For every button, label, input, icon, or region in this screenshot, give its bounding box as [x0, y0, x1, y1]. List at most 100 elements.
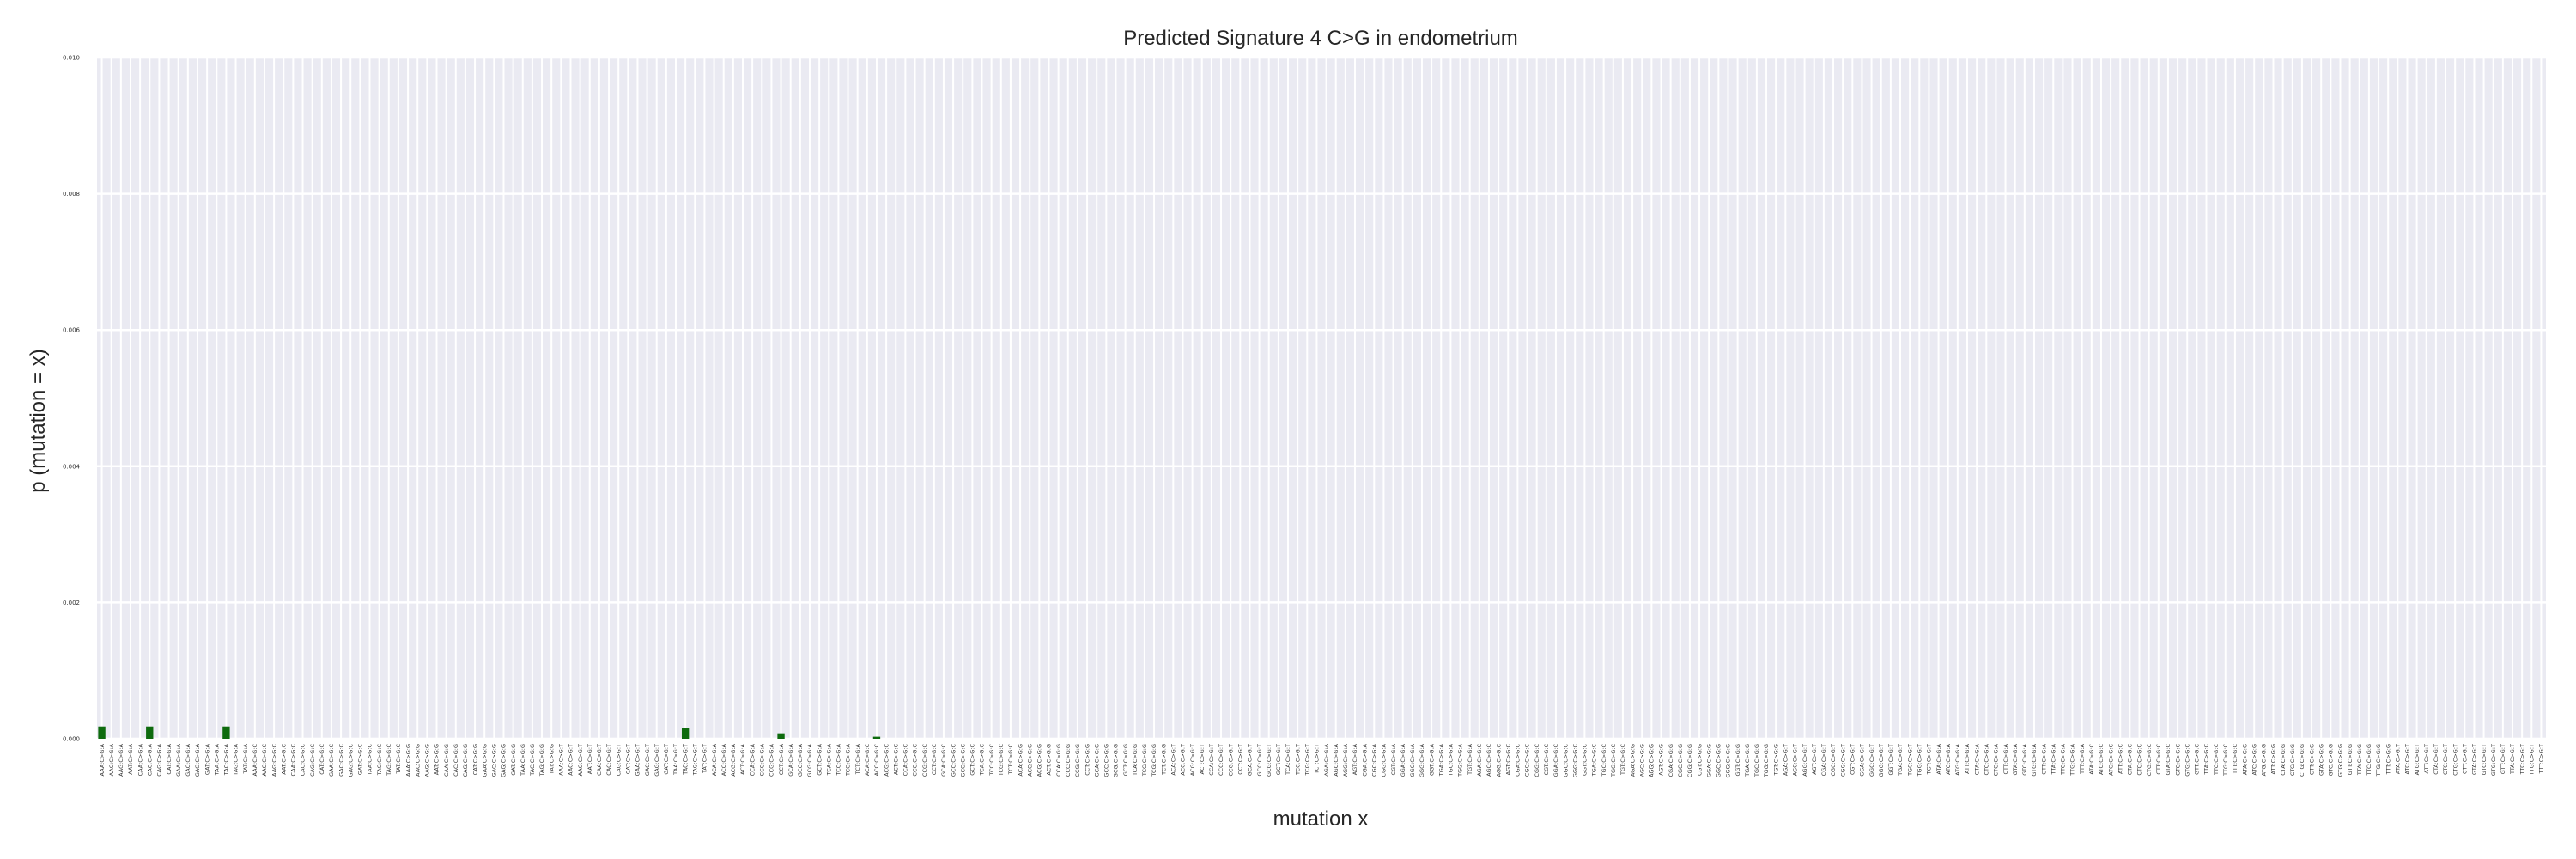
x-tick-label: CGA:C>G:A: [1361, 743, 1368, 776]
x-tick-label: ATT:C>G:A: [1964, 743, 1971, 773]
x-tick-label: TCT:C>G:A: [854, 743, 861, 775]
x-tick-label: CCA:C>G:C: [902, 744, 909, 777]
x-tick-label: CTA:C>G:G: [2280, 744, 2287, 776]
x-tick-label: CAC:C>G:T: [605, 744, 612, 776]
x-tick-label: GAA:C>G:C: [328, 744, 335, 777]
x-tick-label: ATT:C>G:G: [2270, 744, 2277, 775]
x-tick-label: AGC:C>G:C: [1485, 744, 1492, 777]
x-tick-label: GTG:C>G:C: [2184, 744, 2190, 777]
y-tick-label: 0.000: [63, 736, 80, 743]
x-tick-label: TAC:C>G:T: [682, 744, 689, 776]
x-tick-label: TAA:C>G:A: [213, 743, 220, 776]
x-tick-label: GTT:C>G:T: [2500, 744, 2506, 774]
x-tick-label: CAT:C>G:T: [625, 744, 632, 774]
bar: [777, 733, 785, 739]
x-tick-label: GAG:C>G:G: [501, 744, 507, 777]
x-tick-label: GAC:C>G:C: [337, 744, 344, 777]
x-tick-label: CGT:C>G:T: [1850, 744, 1856, 775]
x-tick-label: CCG:C>G:C: [921, 744, 928, 777]
x-tick-label: GGG:C>G:T: [1878, 744, 1885, 777]
x-tick-label: GAT:C>G:A: [204, 743, 210, 775]
x-tick-label: GCA:C>G:G: [1093, 744, 1100, 777]
x-tick-label: AGA:C>G:C: [1476, 744, 1483, 777]
x-tick-label: GGG:C>G:C: [1571, 744, 1578, 778]
x-tick-label: GCG:C>G:T: [1266, 744, 1273, 777]
x-tick-label: CTG:C>G:G: [2299, 744, 2306, 777]
bar: [98, 726, 106, 739]
x-tick-label: ACT:C>G:G: [1046, 744, 1053, 776]
x-tick-label: TCG:C>G:T: [1303, 744, 1310, 777]
x-tick-label: ACG:C>G:C: [883, 744, 890, 777]
x-tick-label: TGA:C>G:A: [1437, 743, 1444, 777]
x-tick-label: GCT:C>G:C: [969, 744, 976, 776]
x-tick-label: GGG:C>G:A: [1419, 743, 1425, 777]
x-tick-label: GGG:C>G:G: [1725, 744, 1732, 778]
x-tick-label: GTC:C>G:C: [2174, 744, 2181, 776]
x-tick-label: CTG:C>G:C: [2146, 744, 2153, 777]
x-tick-label: AGT:C>G:G: [1658, 744, 1665, 776]
x-tick-label: AAA:C>G:T: [558, 744, 565, 776]
x-tick-label: CCG:C>G:T: [1227, 744, 1234, 777]
x-tick-label: GAG:C>G:T: [653, 744, 660, 777]
x-tick-label: AAG:C>G:C: [270, 744, 277, 777]
x-tick-label: CTT:C>G:G: [2308, 744, 2315, 775]
x-tick-label: CGC:C>G:A: [1370, 743, 1377, 777]
x-tick-label: CCA:C>G:A: [749, 743, 756, 776]
x-tick-label: CGG:C>G:C: [1534, 744, 1540, 777]
x-tick-label: ACT:C>G:A: [739, 743, 746, 775]
x-tick-label: TTG:C>G:C: [2222, 744, 2229, 777]
x-tick-label: AAG:C>G:T: [577, 744, 584, 776]
x-tick-label: GCG:C>G:A: [806, 743, 813, 777]
x-tick-label: CAC:C>G:A: [146, 743, 153, 776]
chart-title: Predicted Signature 4 C>G in endometrium: [1123, 27, 1518, 50]
x-tick-label: CCA:C>G:G: [1055, 744, 1062, 777]
x-tick-label: GTA:C>G:G: [2318, 744, 2324, 776]
x-tick-label: CGT:C>G:G: [1696, 744, 1703, 776]
x-tick-label: GGT:C>G:A: [1428, 743, 1435, 776]
x-tick-label: CGA:C>G:T: [1820, 744, 1827, 776]
x-tick-label: GAA:C>G:A: [175, 743, 182, 776]
x-tick-label: ATG:C>G:C: [2107, 744, 2114, 776]
x-tick-label: ACC:C>G:C: [873, 744, 880, 777]
x-tick-label: AGG:C>G:A: [1342, 743, 1349, 777]
x-tick-label: AAG:C>G:G: [424, 744, 431, 777]
x-tick-label: TCA:C>G:C: [979, 744, 986, 777]
x-tick-label: GAC:C>G:G: [491, 744, 498, 777]
x-tick-label: CAA:C>G:A: [137, 743, 143, 776]
x-tick-label: GGA:C>G:A: [1400, 743, 1406, 777]
x-tick-label: AAT:C>G:A: [127, 743, 134, 774]
x-tick-label: CCT:C>G:G: [1084, 744, 1091, 776]
bar: [681, 728, 690, 739]
x-tick-label: TAC:C>G:C: [376, 744, 383, 777]
x-tick-label: AAA:C>G:A: [99, 743, 106, 776]
x-tick-label: AGC:C>G:A: [1333, 743, 1340, 776]
x-tick-label: CGG:C>G:G: [1686, 744, 1693, 777]
x-tick-label: TTA:C>G:G: [2356, 744, 2363, 776]
x-tick-label: CCT:C>G:A: [778, 743, 785, 775]
x-tick-label: TCG:C>G:A: [845, 743, 852, 777]
x-tick-label: GTG:C>G:G: [2337, 744, 2344, 777]
x-tick-label: TTC:C>G:G: [2366, 744, 2372, 776]
x-tick-label: TTC:C>G:C: [2213, 744, 2220, 776]
x-tick-label: ATA:C>G:G: [2241, 744, 2248, 775]
x-tick-label: GAT:C>G:C: [357, 744, 364, 776]
x-tick-label: CAA:C>G:T: [596, 744, 603, 776]
x-tick-label: TTT:C>G:A: [2079, 743, 2086, 774]
x-tick-label: GCC:C>G:A: [797, 743, 804, 777]
gridlines: [97, 56, 2546, 740]
x-tick-label: CCT:C>G:C: [931, 744, 938, 776]
x-tick-label: TGC:C>G:C: [1601, 744, 1607, 777]
x-tick-label: GTC:C>G:G: [2328, 744, 2335, 776]
x-tick-label: CGC:C>G:T: [1830, 744, 1837, 777]
x-tick-label: TTA:C>G:T: [2509, 744, 2516, 775]
x-tick-label: CTA:C>G:C: [2127, 744, 2134, 776]
x-tick-label: CGG:C>G:A: [1381, 743, 1388, 777]
x-tick-label: ATC:C>G:T: [2404, 744, 2411, 774]
x-tick-label: TGT:C>G:C: [1619, 744, 1626, 776]
x-tick-label: TCC:C>G:G: [1141, 744, 1148, 777]
x-tick-label: CAA:C>G:C: [290, 744, 297, 777]
x-tick-label: GTA:C>G:T: [2471, 744, 2478, 775]
x-tick-label: CTG:C>G:T: [2451, 744, 2458, 776]
x-tick-label: TTG:C>G:A: [2069, 743, 2076, 776]
x-tick-label: GAG:C>G:C: [347, 744, 354, 777]
